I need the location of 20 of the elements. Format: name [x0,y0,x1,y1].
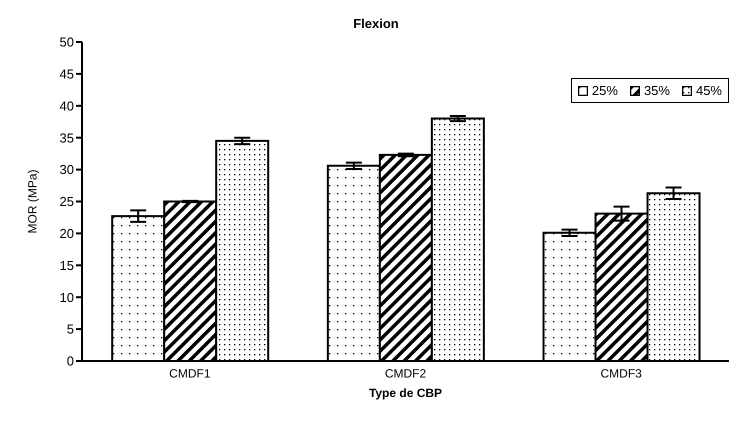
x-axis-title: Type de CBP [368,386,442,400]
legend-label: 35% [644,83,670,98]
y-tick-label: 25 [60,194,74,210]
y-tick-label: 45 [60,66,74,82]
y-tick-label: 15 [60,258,74,273]
legend-label: 45% [696,83,722,98]
chart-title: Flexion [353,16,399,31]
y-tick-label: 0 [66,354,74,369]
x-tick-label: CMDF3 [600,366,642,381]
x-tick-label: CMDF2 [384,366,426,381]
y-tick-label: 5 [66,322,74,337]
y-tick-label: 50 [60,34,74,50]
y-tick-label: 20 [60,226,74,242]
legend-label: 25% [592,83,618,98]
y-tick-label: 40 [60,98,74,114]
x-tick-label: CMDF1 [169,366,211,381]
y-axis-title: MOR (MPa) [25,170,40,234]
y-tick-label: 35 [60,130,74,146]
y-tick-label: 30 [60,162,74,178]
y-tick-label: 10 [60,290,74,305]
